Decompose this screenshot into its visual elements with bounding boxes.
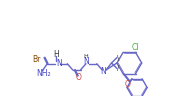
Text: N: N: [57, 59, 62, 68]
Text: \: \: [117, 55, 119, 61]
Text: O: O: [76, 73, 82, 82]
Text: NH₂: NH₂: [36, 68, 51, 78]
Text: /: /: [117, 65, 119, 71]
Text: N: N: [100, 67, 106, 76]
Text: Br: Br: [32, 55, 40, 64]
Text: Cl: Cl: [132, 43, 139, 52]
Text: H: H: [84, 54, 88, 59]
Text: H: H: [54, 50, 59, 59]
Text: O: O: [125, 80, 131, 89]
Text: N: N: [83, 57, 89, 66]
